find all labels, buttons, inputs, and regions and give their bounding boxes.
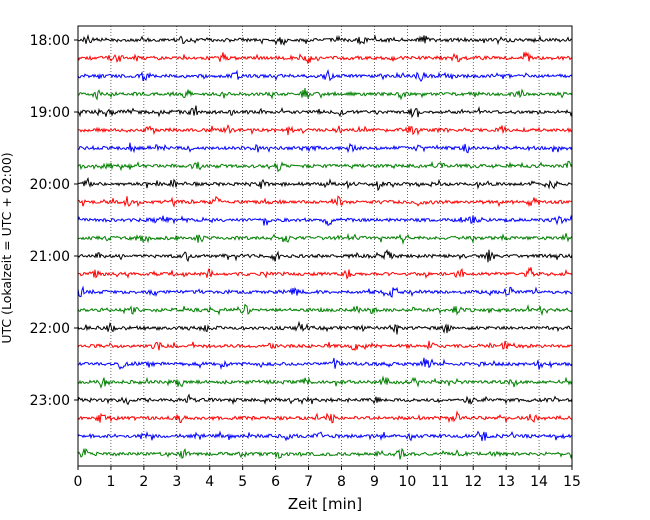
trace-line [77,340,573,352]
trace-line [77,88,573,101]
x-tick-label: 13 [497,474,515,490]
y-tick-label: 20:00 [30,177,70,193]
y-tick-label: 19:00 [30,105,70,121]
x-tick-label: 5 [238,474,247,490]
trace-line [77,303,573,317]
y-tick-label: 21:00 [30,249,70,265]
x-tick-label: 12 [464,474,482,490]
trace-line [77,142,573,154]
x-tick-label: 15 [563,474,581,490]
trace-line [77,68,573,83]
trace-line [77,160,573,173]
x-tick-label: 7 [304,474,313,490]
trace-line [77,214,573,227]
trace-line [77,430,573,442]
trace-line [77,176,573,192]
y-axis-label: UTC (Lokalzeit = UTC + 02:00) [0,152,14,343]
trace-line [77,266,573,280]
trace-line [77,195,572,208]
trace-line [77,320,572,335]
x-axis-label: Zeit [min] [288,495,362,513]
trace-line [77,33,573,47]
x-tick-label: 8 [337,474,346,490]
plot-frame [77,25,573,467]
trace-line [77,410,573,424]
trace-line [77,105,573,119]
trace-line [77,232,573,245]
x-ticks: 0 1 2 3 4 5 6 7 8 9 10 11 12 13 14 15 [74,466,581,490]
x-tick-label: 2 [139,474,148,490]
x-tick-label: 1 [106,474,115,490]
x-tick-label: 9 [370,474,379,490]
y-tick-label: 18:00 [30,33,70,49]
x-tick-label: 14 [530,474,548,490]
trace-line [77,357,573,371]
x-tick-label: 3 [172,474,181,490]
x-tick-label: 10 [398,474,416,490]
x-tick-label: 4 [205,474,214,490]
trace-line [77,285,572,298]
x-tick-label: 0 [74,474,83,490]
trace-layer [77,33,573,460]
x-tick-label: 11 [431,474,449,490]
trace-line [77,447,573,460]
y-ticks: 18:00 19:00 20:00 21:00 22:00 23:00 [30,33,78,409]
trace-line [77,375,573,389]
y-tick-label: 22:00 [30,321,70,337]
grid-layer [110,26,540,466]
y-tick-label: 23:00 [30,393,70,409]
x-tick-label: 6 [271,474,280,490]
trace-line [77,51,573,64]
trace-line [77,393,573,406]
trace-line [77,248,573,263]
axes-layer [77,25,573,467]
trace-line [77,123,573,136]
